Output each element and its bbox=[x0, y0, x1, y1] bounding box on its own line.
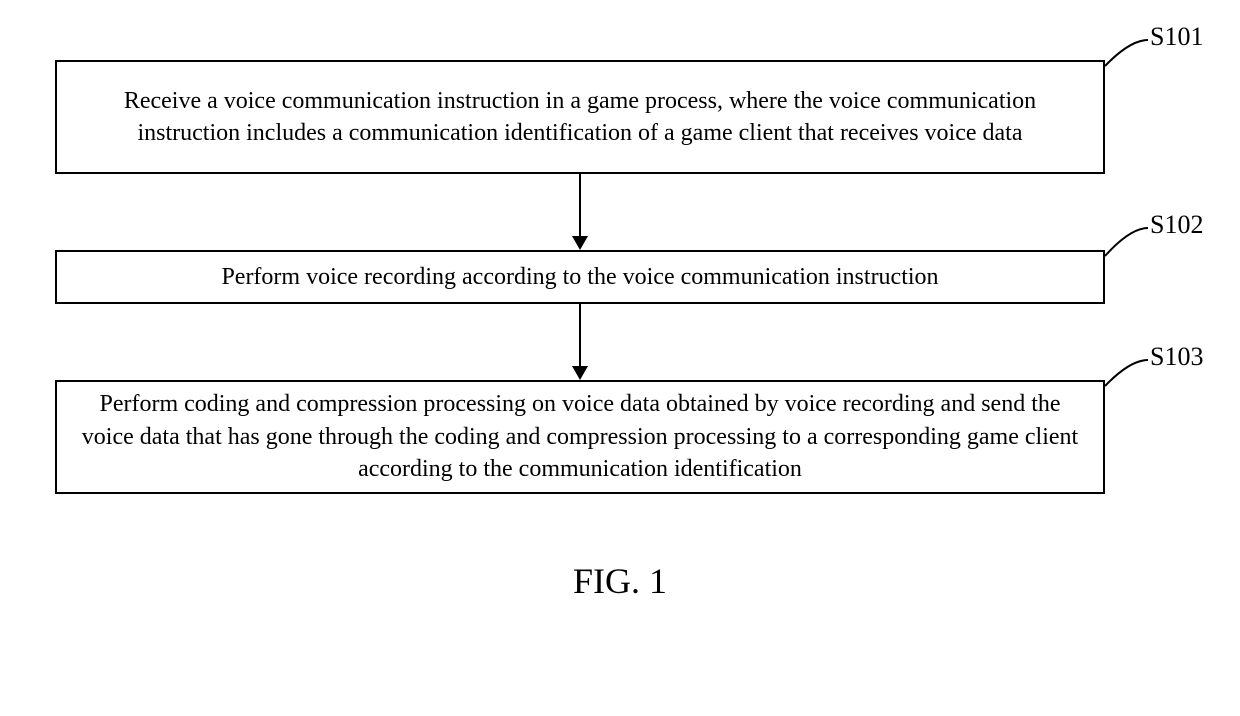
flow-step-label: S103 bbox=[1150, 342, 1203, 372]
figure-canvas: Receive a voice communication instructio… bbox=[0, 0, 1240, 716]
figure-caption: FIG. 1 bbox=[0, 560, 1240, 602]
callout-curve bbox=[0, 0, 1240, 716]
